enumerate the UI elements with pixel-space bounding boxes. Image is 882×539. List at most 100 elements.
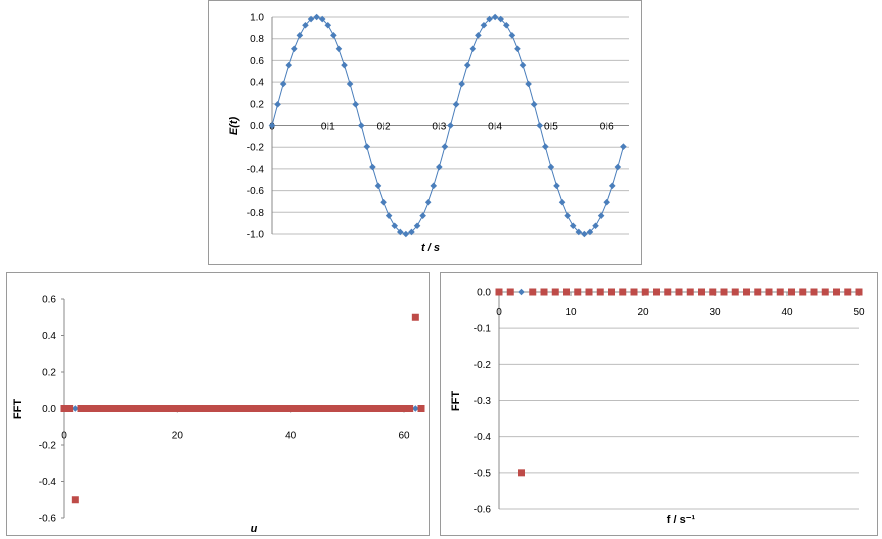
data-point (346, 80, 354, 88)
data-point (111, 405, 119, 412)
data-point (66, 405, 74, 412)
data-point (270, 405, 278, 412)
y-tick-label: -0.6 (474, 505, 492, 516)
data-point (338, 405, 346, 412)
data-point (377, 405, 385, 412)
data-point (105, 405, 113, 412)
data-point (335, 45, 343, 53)
data-point (698, 288, 705, 296)
data-point (128, 405, 136, 412)
data-point (296, 32, 304, 39)
time-signal-chart-panel: 1.00.80.60.40.20.0-0.2-0.4-0.6-0.8-1.000… (208, 0, 642, 265)
data-point (185, 405, 193, 412)
x-tick-label: 50 (853, 307, 865, 318)
fft-frequency-chart-panel: 0.0 -0.1 -0.2 -0.3 -0.4 -0.5 -0.6 0 10 20 30 40 50 f … (440, 272, 878, 536)
data-point (558, 198, 566, 206)
data-point (675, 288, 683, 296)
data-point (274, 101, 281, 108)
data-point (298, 405, 306, 412)
data-point (291, 45, 298, 53)
data-point (514, 45, 521, 53)
data-point (236, 405, 244, 412)
data-point (788, 288, 795, 296)
data-point (139, 405, 147, 412)
y-tick-label: -0.5 (474, 468, 492, 479)
data-point (799, 288, 807, 296)
data-point (100, 405, 108, 412)
data-point (268, 122, 276, 129)
y-tick-label: 0.0 (250, 121, 264, 132)
x-axis-label: t / s (421, 242, 440, 254)
y-tick-label: -0.1 (474, 324, 492, 335)
data-point (383, 405, 391, 412)
data-point (469, 45, 477, 53)
data-point (285, 61, 293, 69)
data-point (518, 469, 525, 477)
data-point (357, 122, 365, 129)
data-point (309, 405, 317, 412)
x-axis-label: f / s⁻¹ (667, 514, 696, 526)
data-point (60, 405, 68, 412)
data-point (302, 21, 309, 29)
data-point (596, 288, 604, 296)
data-point (430, 182, 438, 190)
data-point (145, 405, 153, 412)
data-point (324, 21, 332, 29)
x-tick-label: 20 (172, 431, 184, 442)
data-point (190, 405, 198, 412)
data-point (332, 405, 340, 412)
data-point (413, 222, 421, 230)
x-tick-label: 30 (709, 307, 721, 318)
data-point (341, 61, 348, 69)
data-point (497, 15, 505, 23)
data-point (765, 288, 773, 296)
x-tick-label: 40 (781, 307, 793, 318)
data-point (213, 405, 221, 412)
data-point (173, 405, 181, 412)
data-point (402, 230, 410, 238)
data-point (318, 15, 326, 23)
data-point (641, 288, 649, 296)
data-point (463, 61, 471, 69)
data-point (709, 288, 717, 296)
data-point (253, 405, 261, 412)
data-point (529, 288, 537, 296)
x-tick-label: 60 (398, 431, 410, 442)
data-point (630, 288, 638, 296)
data-point (224, 405, 232, 412)
data-point (196, 405, 204, 412)
data-point (179, 405, 187, 412)
data-point (385, 212, 393, 219)
data-point (547, 163, 555, 171)
y-tick-label: 1.0 (250, 13, 264, 24)
data-point (117, 405, 125, 412)
data-point (686, 288, 694, 296)
data-point (821, 288, 829, 296)
x-tick-label: 0.2 (377, 122, 391, 133)
y-tick-label: -0.2 (474, 360, 492, 371)
data-point (574, 288, 582, 296)
y-tick-label: 0.8 (250, 34, 264, 45)
data-point (597, 212, 605, 219)
data-point (754, 288, 762, 296)
y-tick-label: -0.4 (474, 432, 492, 443)
data-point (315, 405, 323, 412)
y-tick-label: 0.2 (250, 99, 264, 110)
y-tick-label: -0.8 (247, 208, 265, 219)
data-point (540, 288, 548, 296)
x-tick-label: 0.6 (600, 122, 614, 133)
y-tick-label: -0.6 (39, 514, 57, 525)
fft-index-chart: 0.6 0.4 0.2 0.0 -0.2 -0.4 -0.6 0 20 40 60 u FFT (12, 295, 425, 535)
data-point (355, 405, 363, 412)
data-point (219, 405, 227, 412)
y-tick-label: -0.4 (39, 477, 57, 488)
data-point (855, 288, 863, 296)
data-point (508, 32, 516, 39)
data-point (603, 198, 610, 206)
data-point (151, 405, 159, 412)
data-point (307, 15, 315, 23)
data-point (406, 405, 414, 412)
data-point (304, 405, 312, 412)
data-point (720, 288, 728, 296)
x-tick-label: 10 (565, 307, 577, 318)
